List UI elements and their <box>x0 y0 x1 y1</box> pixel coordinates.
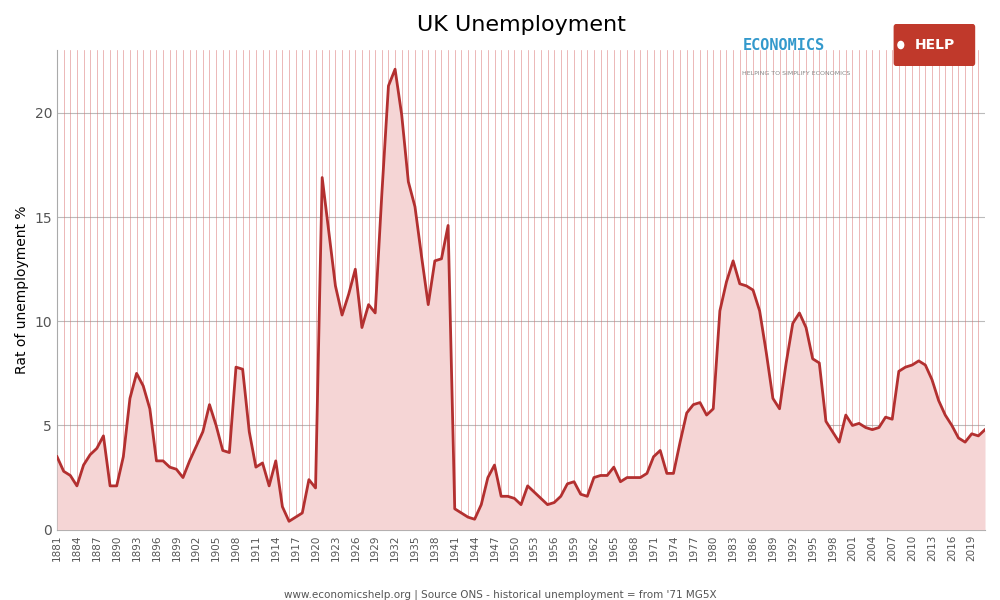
Text: www.economicshelp.org | Source ONS - historical unemployment = from '71 MG5X: www.economicshelp.org | Source ONS - his… <box>284 589 716 599</box>
Text: HELPING TO SIMPLIFY ECONOMICS: HELPING TO SIMPLIFY ECONOMICS <box>742 71 851 76</box>
Y-axis label: Rat of unemployment %: Rat of unemployment % <box>15 206 29 374</box>
FancyBboxPatch shape <box>894 24 975 66</box>
Text: ECONOMICS: ECONOMICS <box>742 37 825 52</box>
Title: UK Unemployment: UK Unemployment <box>417 15 625 35</box>
Circle shape <box>898 41 904 49</box>
Text: HELP: HELP <box>914 38 955 52</box>
Circle shape <box>896 40 905 50</box>
